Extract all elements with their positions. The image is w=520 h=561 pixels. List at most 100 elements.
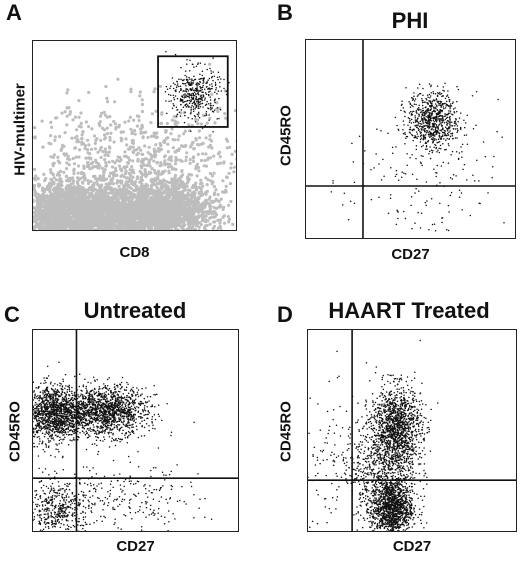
event-dot (112, 208, 116, 212)
event-dot (190, 112, 192, 114)
event-dot (231, 222, 235, 226)
event-dot (99, 228, 103, 230)
event-dot (64, 209, 68, 213)
event-dot (175, 158, 179, 162)
event-dot (191, 205, 195, 209)
event-dot (63, 230, 66, 231)
event-dot (188, 97, 191, 99)
event-dot (51, 155, 56, 159)
event-dot (85, 190, 89, 194)
event-dot (191, 102, 194, 105)
event-dot (200, 208, 204, 212)
event-dot (72, 179, 76, 183)
event-dot (83, 146, 87, 151)
event-dot (123, 183, 127, 187)
event-dot (216, 162, 220, 166)
event-dot (191, 140, 195, 145)
event-dot (125, 176, 129, 180)
event-dot (130, 165, 134, 169)
event-dot (137, 146, 141, 150)
event-dot (175, 106, 178, 108)
event-dot (173, 122, 177, 126)
event-dot (210, 212, 214, 216)
event-dot (68, 230, 71, 231)
event-dot (174, 218, 178, 223)
event-dot (81, 130, 85, 134)
event-dot (185, 227, 189, 230)
event-dot (150, 212, 154, 216)
event-dot (141, 161, 145, 165)
event-dot (102, 110, 106, 114)
event-dot (165, 223, 169, 227)
event-dot (217, 71, 220, 73)
event-dot (53, 135, 57, 139)
event-dot (131, 159, 135, 163)
event-dot (159, 205, 163, 209)
event-dot (217, 90, 220, 92)
event-dot (149, 134, 154, 138)
event-dot (122, 193, 126, 197)
event-dot (36, 212, 40, 216)
event-dot (178, 78, 180, 81)
event-dot (33, 176, 36, 181)
event-dot (174, 189, 178, 193)
event-dot (180, 185, 184, 189)
event-dot (90, 221, 94, 225)
event-dot (172, 182, 176, 186)
event-dot (64, 205, 68, 209)
event-dot (140, 102, 144, 107)
event-dot (165, 85, 168, 88)
event-dot (207, 145, 211, 149)
event-dot (140, 166, 144, 170)
event-dot (103, 193, 107, 197)
event-dot (89, 156, 93, 160)
event-dot (100, 207, 104, 211)
event-dot (72, 185, 76, 189)
event-dot (199, 205, 203, 209)
event-dot (134, 208, 138, 212)
event-dot (98, 148, 102, 152)
event-dot (196, 86, 198, 88)
event-dot (179, 202, 183, 206)
event-dot (140, 126, 144, 130)
event-dot (185, 184, 189, 188)
event-dot (187, 123, 191, 127)
event-dot (167, 199, 171, 203)
event-dot (210, 70, 212, 72)
event-dot (208, 116, 212, 120)
event-dot (144, 205, 148, 209)
event-dot (210, 92, 214, 96)
event-dot (65, 230, 68, 231)
event-dot (66, 154, 70, 158)
event-dot (189, 84, 192, 86)
event-dot (65, 91, 69, 95)
event-dot (108, 227, 112, 230)
event-dot (157, 195, 161, 199)
event-dot (52, 176, 56, 180)
event-dot (102, 170, 106, 174)
event-dot (156, 169, 161, 173)
event-dot (49, 134, 53, 138)
event-dot (130, 141, 134, 145)
event-dot (163, 227, 167, 230)
event-dot (191, 159, 196, 163)
event-dot (215, 101, 219, 105)
event-dot (92, 184, 96, 188)
event-dot (207, 102, 210, 105)
event-dot (77, 191, 81, 195)
event-dot (154, 153, 158, 157)
event-dot (114, 125, 118, 129)
event-dot (153, 87, 157, 91)
event-dot (172, 224, 176, 228)
event-dot (132, 201, 136, 205)
event-dot (141, 208, 146, 212)
event-dot (211, 75, 213, 78)
event-dot (233, 149, 236, 153)
event-dot (160, 197, 164, 201)
event-dot (166, 136, 170, 140)
event-dot (123, 150, 127, 154)
event-dot (90, 228, 94, 230)
event-dot (71, 198, 75, 202)
event-dot (188, 230, 191, 231)
event-dot (215, 87, 218, 89)
